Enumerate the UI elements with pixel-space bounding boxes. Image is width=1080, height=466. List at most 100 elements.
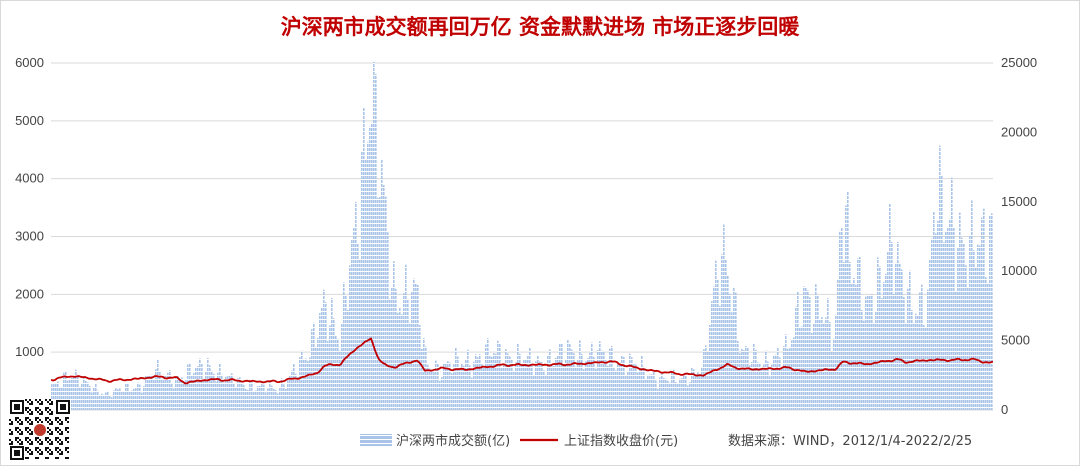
volume-bar: [887, 252, 889, 410]
volume-bar: [819, 319, 821, 410]
volume-bar: [783, 346, 785, 410]
volume-bar: [147, 376, 149, 410]
volume-bar: [809, 297, 811, 410]
volume-bar: [419, 325, 421, 410]
volume-bar: [391, 287, 393, 410]
qr-module: [19, 429, 21, 431]
qr-module: [35, 409, 37, 411]
volume-bar: [643, 366, 645, 410]
volume-bar: [137, 382, 139, 410]
volume-bar: [941, 175, 943, 410]
qr-module: [55, 439, 57, 441]
volume-bar: [149, 374, 151, 410]
qr-module: [41, 403, 43, 405]
volume-bar: [313, 322, 315, 410]
volume-bar: [401, 314, 403, 410]
volume-bar: [615, 370, 617, 410]
volume-bar: [281, 378, 283, 410]
volume-bar: [327, 341, 329, 410]
volume-bar: [915, 313, 917, 410]
volume-bar: [461, 363, 463, 410]
volume-bar: [791, 340, 793, 410]
volume-bar: [563, 363, 565, 410]
volume-bar: [359, 259, 361, 410]
volume-bar: [895, 262, 897, 410]
volume-bar: [125, 383, 127, 410]
qr-module: [61, 433, 63, 435]
qr-module: [51, 431, 53, 433]
volume-bar: [769, 376, 771, 410]
volume-bar: [785, 334, 787, 410]
volume-bar: [959, 212, 961, 410]
qr-module: [9, 419, 11, 421]
volume-bar: [217, 372, 219, 410]
volume-bar: [835, 314, 837, 410]
volume-bar: [521, 365, 523, 410]
volume-bar: [407, 298, 409, 410]
volume-bar: [929, 259, 931, 410]
qr-module: [39, 453, 41, 455]
volume-bar: [109, 395, 111, 410]
volume-bar: [591, 342, 593, 410]
qr-module: [57, 451, 59, 453]
qr-module: [55, 427, 57, 429]
volume-bar: [443, 363, 445, 410]
volume-bar: [619, 363, 621, 410]
volume-bar: [179, 378, 181, 410]
volume-bar: [199, 358, 201, 410]
volume-bar: [453, 364, 455, 410]
volume-bar: [593, 356, 595, 410]
volume-bar: [961, 237, 963, 410]
legend-swatch-volume: [360, 434, 392, 446]
volume-bar: [295, 373, 297, 410]
volume-bar: [321, 307, 323, 410]
volume-bar: [707, 351, 709, 410]
qr-module: [39, 409, 41, 411]
volume-bar: [879, 266, 881, 410]
volume-bar: [347, 309, 349, 410]
index-line: [51, 337, 993, 385]
qr-module: [45, 417, 47, 419]
qr-finder-core: [14, 404, 20, 410]
volume-bar: [661, 371, 663, 410]
volume-bar: [291, 370, 293, 410]
volume-bar: [973, 250, 975, 410]
qr-module: [47, 431, 49, 433]
volume-bar: [743, 350, 745, 410]
volume-bar: [681, 378, 683, 410]
legend-label-volume: 沪深两市成交额(亿): [396, 433, 510, 449]
volume-bar: [285, 388, 287, 410]
left-tick-label: 3000: [15, 229, 44, 244]
qr-module: [57, 447, 59, 449]
volume-bar: [301, 350, 303, 410]
volume-bar: [451, 373, 453, 410]
volume-bar: [939, 145, 941, 410]
volume-bar: [813, 323, 815, 410]
volume-bar: [581, 353, 583, 410]
volume-bar: [847, 191, 849, 410]
qr-module: [25, 427, 27, 429]
qr-module: [21, 421, 23, 423]
qr-module: [27, 421, 29, 423]
volume-bar: [705, 345, 707, 410]
data-source-note: 数据来源：WIND，2012/1/4-2022/2/25: [728, 434, 972, 449]
volume-bar: [343, 282, 345, 410]
volume-bar: [595, 368, 597, 410]
volume-bar: [659, 377, 661, 410]
volume-bar: [169, 370, 171, 410]
qr-module: [49, 443, 51, 445]
qr-module: [31, 441, 33, 443]
qr-module: [59, 429, 61, 431]
qr-module: [29, 429, 31, 431]
qr-module: [37, 437, 39, 439]
volume-bar: [173, 388, 175, 410]
volume-bar: [71, 378, 73, 410]
volume-bar: [211, 370, 213, 410]
volume-bar: [379, 197, 381, 410]
volume-bar: [913, 323, 915, 410]
qr-module: [39, 413, 41, 415]
chart-title: 沪深两市成交额再回万亿 资金默默进场 市场正逐步回暖: [281, 15, 801, 39]
volume-bar: [423, 338, 425, 410]
volume-bar: [363, 108, 365, 410]
qr-module: [17, 427, 19, 429]
